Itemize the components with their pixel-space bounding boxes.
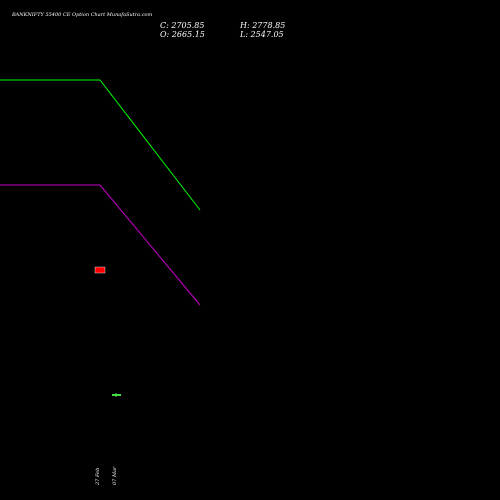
candle-tick-2 — [112, 393, 121, 397]
marker-layer — [94, 266, 121, 397]
date-label-07-mar: 07 Mar — [112, 466, 118, 485]
date-label-27-feb: 27 Feb — [95, 468, 101, 486]
high-value: H: 2778.85 — [239, 21, 285, 30]
series-layer — [0, 79, 201, 306]
series-line-1 — [0, 79, 201, 211]
candle-body-1 — [94, 266, 106, 274]
close-value: C: 2705.85 — [160, 21, 204, 30]
chart-title: BANKNIFTY 55400 CE Option Chart MunafaSu… — [11, 12, 153, 18]
open-value: O: 2665.15 — [160, 30, 205, 39]
series-line-2 — [0, 184, 201, 306]
low-value: L: 2547.05 — [239, 30, 284, 39]
